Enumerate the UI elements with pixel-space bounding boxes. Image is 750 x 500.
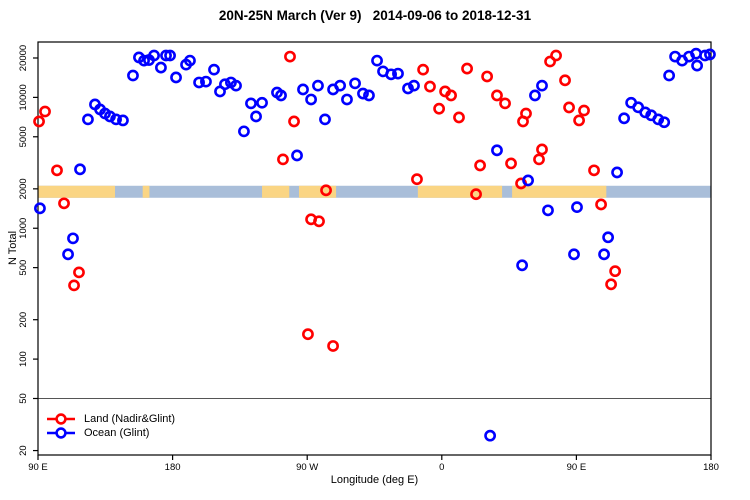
legend-item-land: Land (Nadir&Glint) xyxy=(46,412,175,426)
plot-border xyxy=(37,41,712,456)
legend-item-ocean: Ocean (Glint) xyxy=(46,426,175,440)
svg-text:20: 20 xyxy=(18,445,29,456)
svg-text:180: 180 xyxy=(703,462,719,473)
data-points xyxy=(33,47,716,442)
svg-text:5000: 5000 xyxy=(18,126,29,147)
svg-text:90 E: 90 E xyxy=(28,462,48,473)
x-axis-label: Longitude (deg E) xyxy=(330,474,419,486)
y-axis-label: N Total xyxy=(7,230,19,266)
legend: Land (Nadir&Glint) Ocean (Glint) xyxy=(46,412,175,440)
axis-ticks: 90 E 180 90 W 0 90 E 180 20000 10000 5000 2000 100… xyxy=(18,45,719,473)
svg-text:0: 0 xyxy=(439,462,444,473)
svg-text:90 E: 90 E xyxy=(567,462,587,473)
svg-text:180: 180 xyxy=(165,462,181,473)
svg-text:20000: 20000 xyxy=(18,45,29,71)
legend-label-land: Land (Nadir&Glint) xyxy=(84,413,176,425)
svg-text:90 W: 90 W xyxy=(296,462,318,473)
chart-title: 20N-25N March (Ver 9) 2014-09-06 to 2018… xyxy=(218,8,532,23)
svg-text:10000: 10000 xyxy=(18,84,29,110)
legend-label-ocean: Ocean (Glint) xyxy=(84,427,150,439)
svg-text:500: 500 xyxy=(18,260,29,276)
land-marker-icon xyxy=(47,413,75,425)
svg-text:50: 50 xyxy=(18,393,29,404)
land-ocean-band xyxy=(38,185,711,198)
svg-text:1000: 1000 xyxy=(18,218,29,239)
ocean-marker-icon xyxy=(47,427,75,439)
svg-text:2000: 2000 xyxy=(18,178,29,199)
svg-text:100: 100 xyxy=(18,351,29,367)
svg-text:200: 200 xyxy=(18,312,29,328)
